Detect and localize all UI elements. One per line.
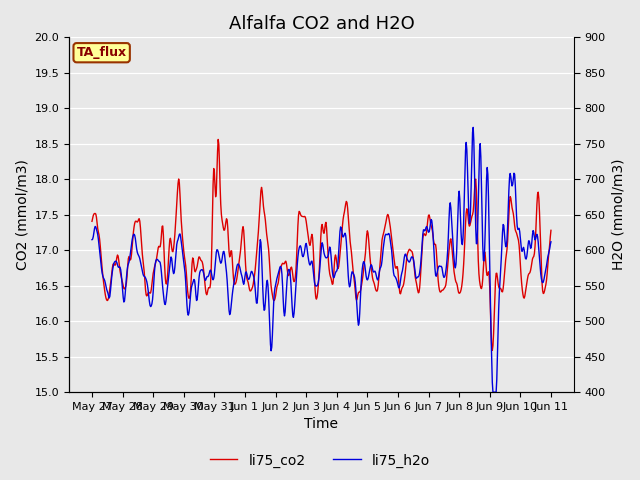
Line: li75_h2o: li75_h2o bbox=[92, 127, 551, 392]
Y-axis label: H2O (mmol/m3): H2O (mmol/m3) bbox=[611, 159, 625, 270]
Title: Alfalfa CO2 and H2O: Alfalfa CO2 and H2O bbox=[228, 15, 414, 33]
Text: TA_flux: TA_flux bbox=[77, 46, 127, 59]
Line: li75_co2: li75_co2 bbox=[92, 139, 551, 350]
X-axis label: Time: Time bbox=[305, 418, 339, 432]
Legend: li75_co2, li75_h2o: li75_co2, li75_h2o bbox=[204, 448, 436, 473]
Y-axis label: CO2 (mmol/m3): CO2 (mmol/m3) bbox=[15, 159, 29, 270]
